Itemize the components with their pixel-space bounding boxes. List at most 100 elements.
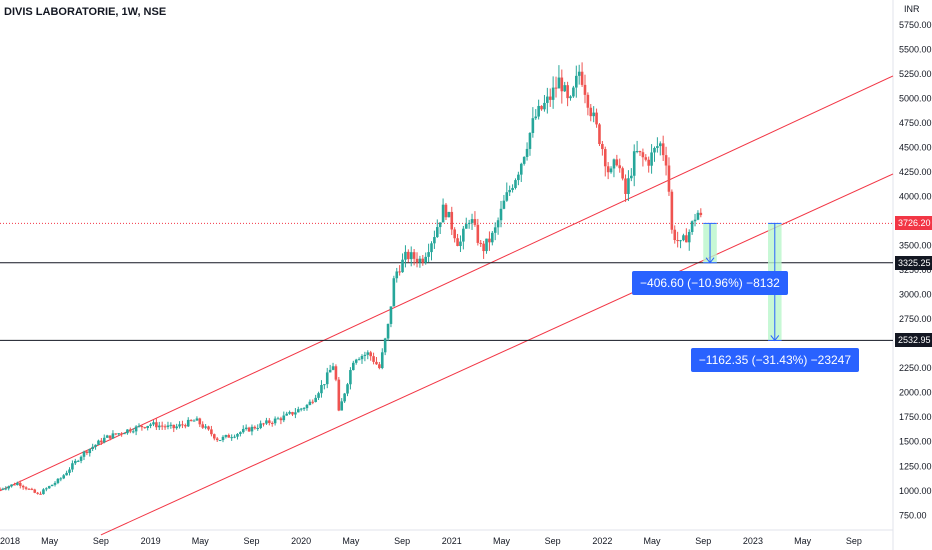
candle-body: [479, 242, 483, 244]
candle-body: [511, 187, 514, 190]
candle-body: [30, 488, 34, 490]
candle-body: [105, 435, 109, 438]
candle-body: [152, 422, 155, 425]
candle-body: [679, 240, 682, 242]
candle-body: [186, 419, 190, 427]
candle-body: [143, 427, 147, 429]
candle-body: [656, 146, 659, 148]
candle-body: [673, 229, 677, 241]
candle-body: [409, 252, 413, 260]
candle-body: [349, 370, 352, 385]
candle-body: [601, 144, 604, 150]
candle-body: [577, 71, 581, 76]
candle-body: [4, 488, 8, 490]
x-tick-label: 2018: [0, 536, 20, 546]
candle-body: [456, 238, 459, 247]
candle-body: [126, 429, 129, 434]
candle-body: [155, 422, 158, 428]
candle-body: [129, 429, 132, 432]
candle-body: [111, 433, 115, 439]
candle-body: [62, 475, 66, 479]
measure-arrowhead: [770, 335, 780, 342]
candle-body: [546, 96, 549, 103]
candle-body: [667, 165, 671, 192]
candle-body: [415, 258, 419, 263]
candle-body: [160, 425, 164, 427]
candle-body: [320, 384, 323, 394]
candle-body: [514, 180, 517, 188]
x-tick-label: May: [644, 536, 662, 546]
candle-body: [198, 418, 202, 425]
candle-body: [653, 147, 656, 153]
candle-body: [612, 159, 616, 169]
candle-body: [630, 175, 633, 179]
candle-body: [505, 192, 509, 201]
measure-callout: −406.60 (−10.96%) −8132: [632, 270, 788, 295]
candle-body: [21, 485, 25, 488]
candle-body: [201, 424, 205, 428]
y-tick-label: 1000.00: [899, 486, 932, 496]
candle-body: [566, 85, 569, 99]
candle-body: [632, 151, 636, 176]
candle-body: [548, 96, 552, 100]
measure-arrowhead: [705, 257, 715, 264]
candle-body: [380, 352, 384, 369]
candle-body: [224, 435, 228, 437]
candle-body: [323, 384, 326, 386]
candle-body: [169, 424, 173, 426]
candle-body: [595, 112, 598, 125]
candle-body: [210, 429, 213, 435]
candle-body: [389, 306, 393, 324]
x-tick-label: May: [493, 536, 511, 546]
candle-body: [696, 212, 700, 220]
x-tick-label: May: [41, 536, 59, 546]
x-tick-label: Sep: [394, 536, 410, 546]
candle-body: [592, 112, 595, 117]
candle-body: [572, 87, 575, 97]
candle-body: [308, 401, 312, 405]
candle-body: [676, 240, 679, 242]
y-tick-label: 4000.00: [899, 192, 932, 202]
candle-body: [687, 231, 691, 243]
x-tick-label: Sep: [243, 536, 259, 546]
candle-body: [265, 420, 268, 424]
candle-body: [85, 451, 89, 454]
candle-body: [36, 492, 39, 494]
candle-body: [392, 278, 396, 307]
candle-body: [366, 352, 370, 355]
x-tick-label: Sep: [545, 536, 561, 546]
candle-body: [131, 431, 135, 433]
x-tick-label: 2022: [592, 536, 612, 546]
candle-body: [253, 426, 257, 429]
candle-body: [16, 482, 19, 486]
candle-body: [172, 424, 176, 429]
candle-body: [650, 152, 653, 166]
candle-body: [383, 338, 387, 353]
candle-body: [598, 124, 601, 145]
candle-body: [97, 440, 100, 445]
candle-body: [517, 174, 520, 181]
candle-body: [236, 433, 239, 437]
candle-body: [276, 418, 280, 420]
candle-body: [294, 412, 297, 415]
candle-body: [485, 238, 488, 252]
candle-body: [685, 235, 688, 243]
candle-body: [331, 366, 335, 370]
candle-body: [435, 227, 439, 238]
candle-body: [635, 151, 639, 153]
candle-body: [357, 359, 361, 361]
candle-body: [352, 362, 355, 371]
candle-body: [45, 488, 48, 490]
candle-body: [47, 486, 51, 489]
candle-body: [262, 423, 265, 425]
y-tick-label: 2750.00: [899, 314, 932, 324]
y-tick-label: 2250.00: [899, 363, 932, 373]
candle-body: [244, 427, 248, 429]
candle-body: [71, 463, 74, 470]
x-tick-label: 2021: [442, 536, 462, 546]
candle-body: [0, 488, 2, 490]
candle-body: [317, 393, 320, 398]
candle-body: [433, 237, 436, 244]
candle-body: [163, 426, 167, 428]
